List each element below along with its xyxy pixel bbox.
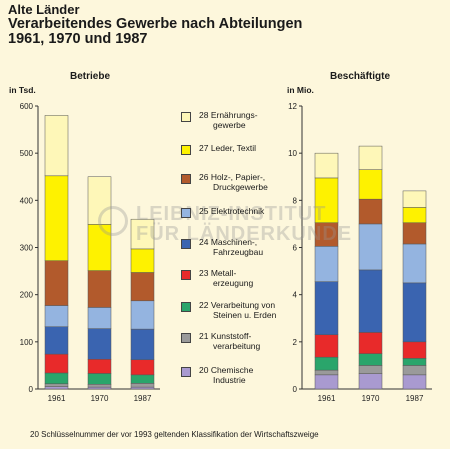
title-line-2: Verarbeitendes Gewerbe nach Abteilungen xyxy=(8,16,303,32)
bar-segment xyxy=(44,353,69,374)
chart-left-unit: in Tsd. xyxy=(9,85,36,95)
legend-swatch xyxy=(181,367,191,377)
legend-swatch xyxy=(181,302,191,312)
y-tick-label: 0 xyxy=(293,385,298,394)
bar-segment xyxy=(130,374,155,384)
bar-segment xyxy=(44,383,69,387)
bar-segment xyxy=(314,369,339,376)
bar-segment xyxy=(87,386,112,390)
footnote: 20 Schlüsselnummer der vor 1993 geltende… xyxy=(30,430,319,439)
legend-label: 21 Kunststoff-verarbeitung xyxy=(199,331,261,351)
y-tick-label: 400 xyxy=(20,196,34,205)
y-tick-label: 300 xyxy=(20,244,34,253)
bar-segment xyxy=(314,334,339,358)
bar-segment xyxy=(402,207,427,223)
x-tick-label: 1961 xyxy=(318,394,336,403)
legend-label: 28 Ernährungs-gewerbe xyxy=(199,110,258,130)
legend-label: 24 Maschinen-, Fahrzeugbau xyxy=(199,237,264,257)
y-tick-label: 8 xyxy=(293,196,298,205)
bar-segment xyxy=(358,145,383,170)
y-tick-label: 4 xyxy=(293,291,298,300)
y-tick-label: 10 xyxy=(288,149,297,158)
bar-segment xyxy=(358,223,383,271)
bar-segment xyxy=(402,358,427,366)
bar-segment xyxy=(358,269,383,333)
y-tick-label: 2 xyxy=(293,338,298,347)
bar-segment xyxy=(130,248,155,273)
bar-segment xyxy=(130,386,155,390)
bar-segment xyxy=(44,386,69,390)
legend-swatch xyxy=(181,112,191,122)
bar-segment xyxy=(358,365,383,374)
bar-segment xyxy=(44,372,69,385)
x-tick-label: 1970 xyxy=(91,394,109,403)
bar-segment xyxy=(87,359,112,374)
bar-segment xyxy=(130,359,155,376)
bar-segment xyxy=(87,373,112,385)
bar-segment xyxy=(402,222,427,245)
chart-title-block: Alte Länder Verarbeitendes Gewerbe nach … xyxy=(8,3,302,47)
legend-swatch xyxy=(181,145,191,155)
bar-segment xyxy=(130,218,155,250)
y-tick-label: 12 xyxy=(288,102,297,111)
x-tick-label: 1970 xyxy=(362,394,380,403)
bar-segment xyxy=(130,328,155,361)
legend-swatch xyxy=(181,208,191,218)
bar-segment xyxy=(402,365,427,376)
y-tick-label: 600 xyxy=(20,102,34,111)
y-tick-label: 500 xyxy=(20,149,34,158)
bar-segment xyxy=(44,175,69,261)
x-tick-label: 1987 xyxy=(406,394,424,403)
bar-segment xyxy=(130,300,155,330)
bar-segment xyxy=(87,384,112,388)
bar-segment xyxy=(314,356,339,371)
bar-segment xyxy=(402,243,427,284)
y-tick-label: 200 xyxy=(20,291,34,300)
legend-label: 22 Verarbeitung von Steinen u. Erden xyxy=(199,300,277,320)
chart-left-title: Betriebe xyxy=(70,71,111,82)
x-tick-label: 1961 xyxy=(48,394,66,403)
bar-segment xyxy=(402,341,427,359)
y-tick-label: 6 xyxy=(293,244,298,253)
legend-label: 20 Chemische Industrie xyxy=(199,365,254,385)
legend-swatch xyxy=(181,270,191,280)
legend-swatch xyxy=(181,333,191,343)
bar-segment xyxy=(402,374,427,390)
bar-segment xyxy=(314,246,339,282)
legend-label: 26 Holz-, Papier-, Druckgewerbe xyxy=(199,172,268,192)
bar-segment xyxy=(358,373,383,390)
bar-segment xyxy=(402,190,427,208)
chart-right-unit: in Mio. xyxy=(287,85,314,95)
legend-label: 23 Metall-erzeugung xyxy=(199,268,254,288)
bar-segment xyxy=(358,169,383,200)
bar-segment xyxy=(44,260,69,306)
bar-segment xyxy=(87,270,112,308)
bar-segment xyxy=(358,353,383,366)
legend-label: 27 Leder, Textil xyxy=(199,143,257,153)
bar-segment xyxy=(87,328,112,360)
y-tick-label: 0 xyxy=(29,385,34,394)
bar-segment xyxy=(314,281,339,336)
title-line-1: Alte Länder xyxy=(8,2,80,17)
legend-swatch xyxy=(181,239,191,249)
bar-segment xyxy=(44,115,69,177)
bar-segment xyxy=(314,374,339,390)
bar-segment xyxy=(402,282,427,343)
legend-swatch xyxy=(181,174,191,184)
legend-label: 25 Elektrotechnik xyxy=(199,206,265,216)
copyright-icon xyxy=(98,206,128,236)
bar-segment xyxy=(44,326,69,355)
bar-segment xyxy=(44,305,69,327)
x-tick-label: 1987 xyxy=(134,394,152,403)
bar-segment xyxy=(87,307,112,329)
chart-right-title: Beschäftigte xyxy=(330,71,391,82)
bar-segment xyxy=(358,332,383,354)
bar-segment xyxy=(358,198,383,225)
bar-segment xyxy=(314,152,339,179)
title-line-3: 1961, 1970 und 1987 xyxy=(8,31,148,47)
bar-segment xyxy=(130,272,155,302)
bar-segment xyxy=(130,383,155,388)
y-tick-label: 100 xyxy=(20,338,34,347)
